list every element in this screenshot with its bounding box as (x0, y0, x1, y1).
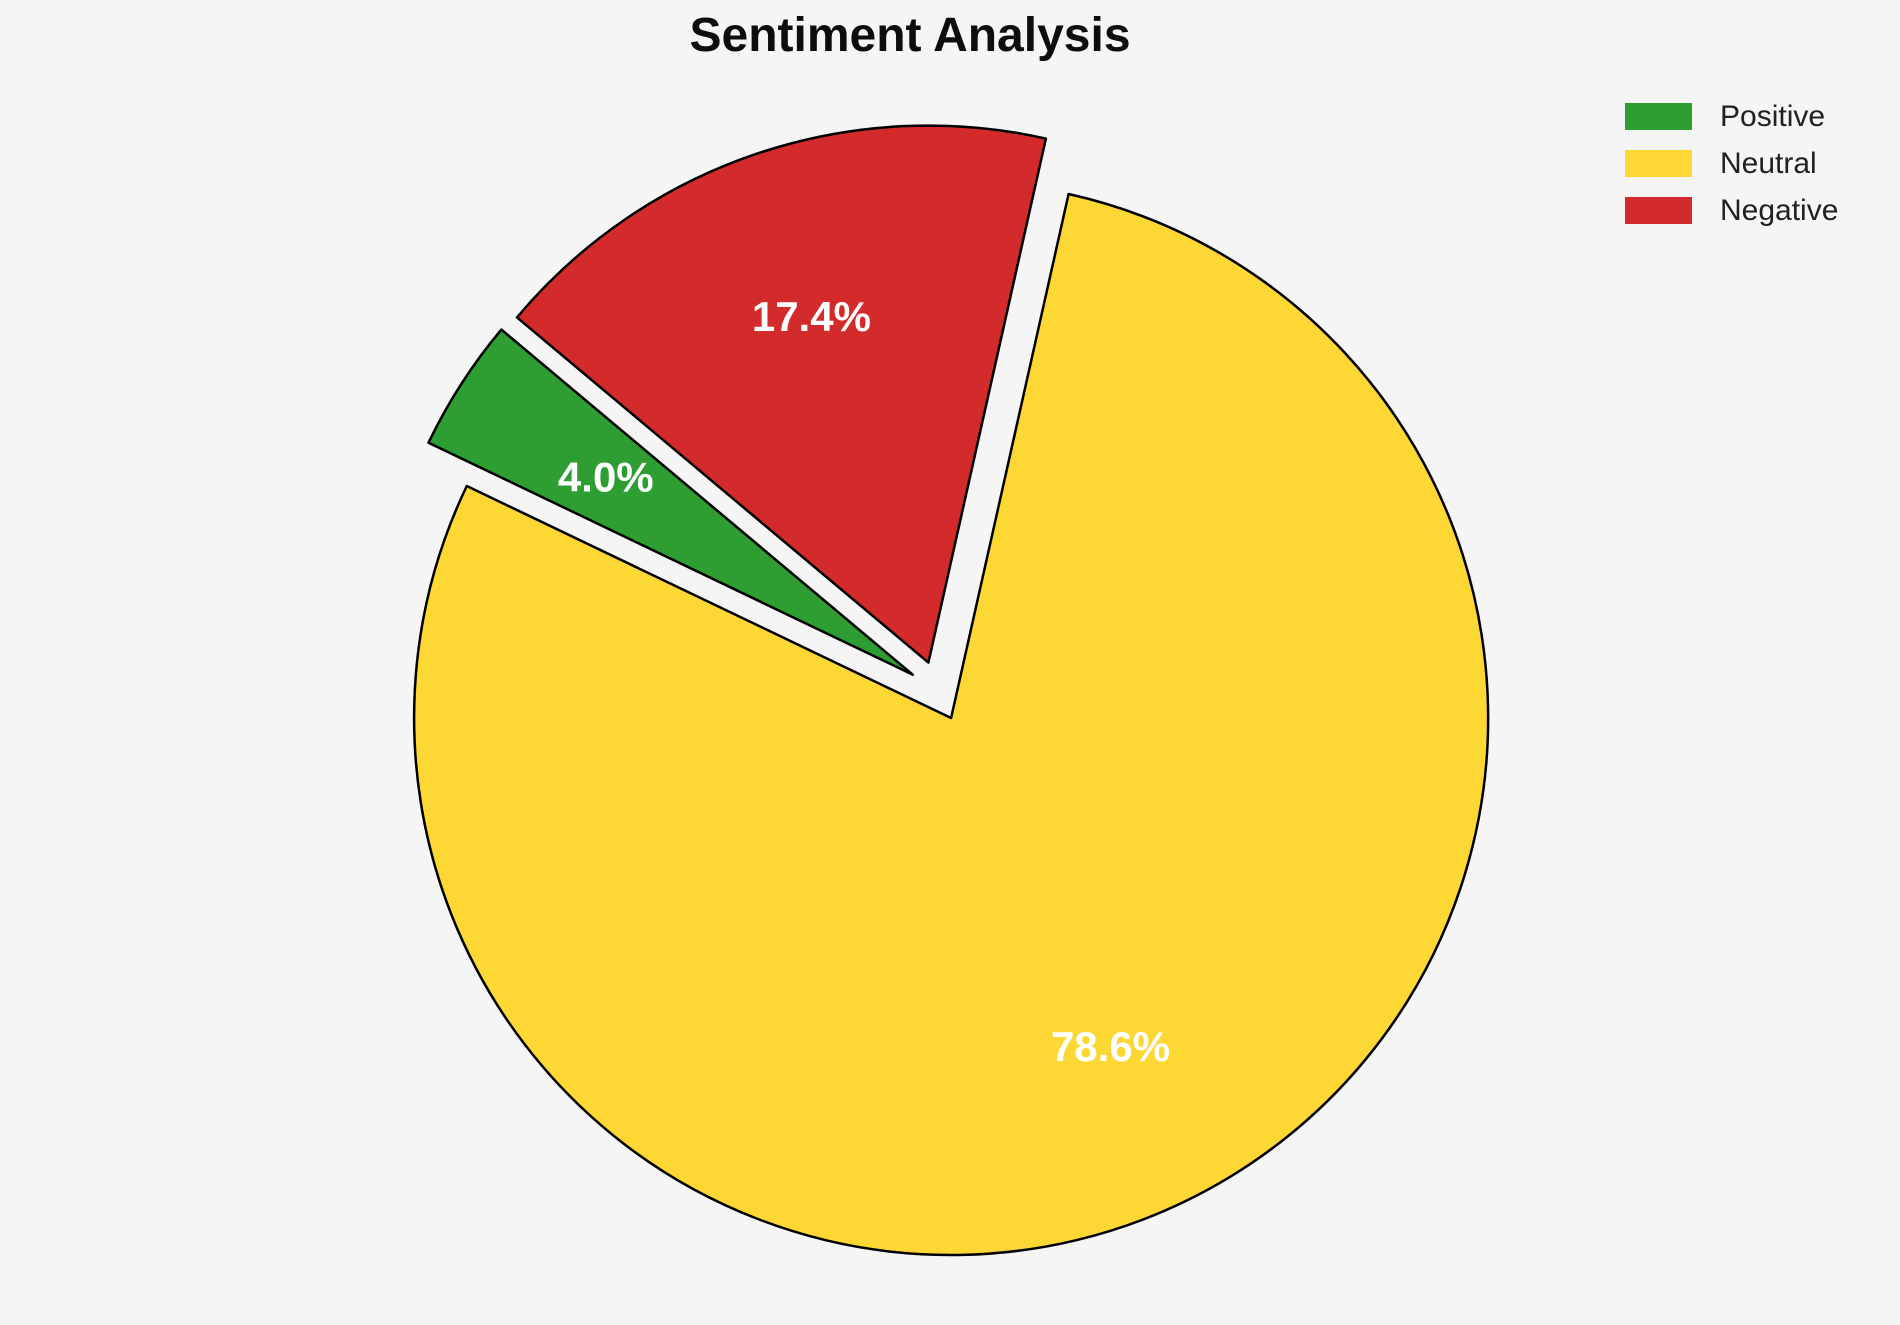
legend: Positive Neutral Negative (1625, 100, 1839, 244)
legend-label-positive: Positive (1720, 100, 1826, 133)
legend-item-positive: Positive (1625, 100, 1838, 133)
legend-label-neutral: Neutral (1720, 147, 1817, 180)
legend-swatch-positive (1625, 103, 1692, 130)
legend-swatch-neutral (1625, 150, 1692, 177)
legend-label-negative: Negative (1720, 194, 1839, 227)
legend-item-neutral: Neutral (1625, 147, 1838, 180)
legend-swatch-negative (1625, 197, 1692, 224)
pie-slice-pct-label-negative: 17.4% (752, 293, 871, 340)
legend-item-negative: Negative (1625, 194, 1839, 227)
pie-slice-pct-label-neutral: 78.6% (1051, 1023, 1170, 1070)
pie-slice-neutral (412, 192, 1490, 1257)
pie-slice-pct-label-positive: 4.0% (558, 453, 654, 500)
chart-title: Sentiment Analysis (689, 9, 1131, 62)
pie-slice-positive (427, 328, 915, 676)
pie-slice-negative (515, 124, 1048, 664)
